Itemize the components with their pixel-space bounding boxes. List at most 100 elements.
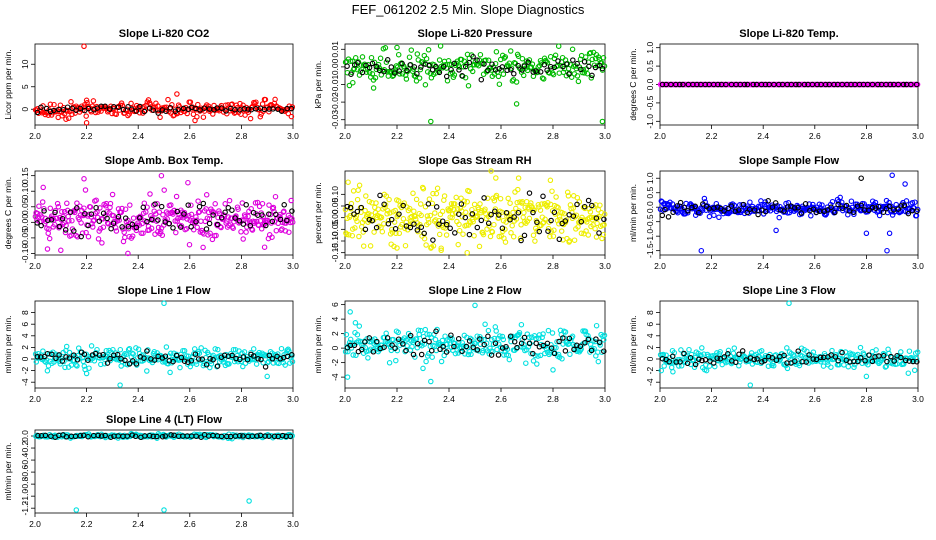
data-point bbox=[751, 207, 758, 213]
data-point bbox=[187, 99, 194, 105]
data-point bbox=[116, 107, 123, 113]
data-point bbox=[108, 225, 114, 232]
data-point bbox=[492, 60, 499, 67]
data-point bbox=[436, 231, 443, 238]
data-point bbox=[347, 309, 353, 315]
x-tick-label: 2.0 bbox=[29, 261, 41, 271]
data-point bbox=[837, 194, 843, 201]
data-point bbox=[528, 350, 534, 357]
data-point bbox=[477, 51, 484, 58]
data-point bbox=[585, 232, 592, 238]
data-point bbox=[240, 354, 247, 360]
data-point bbox=[499, 333, 506, 340]
data-point bbox=[560, 341, 566, 347]
data-point bbox=[362, 339, 368, 345]
data-point bbox=[288, 113, 295, 120]
data-point bbox=[423, 55, 430, 62]
data-point bbox=[863, 373, 870, 380]
data-point bbox=[452, 230, 458, 236]
data-point bbox=[521, 63, 528, 69]
data-point bbox=[207, 230, 213, 237]
series-points bbox=[33, 430, 295, 513]
data-point bbox=[59, 358, 66, 364]
chart-panel: Slope Li-820 Pressure 2.0 2.2 2.4 2.6 2.8 3.0 -… bbox=[313, 28, 611, 141]
data-point bbox=[741, 81, 748, 88]
data-point bbox=[160, 212, 166, 218]
data-point bbox=[161, 507, 167, 513]
data-point bbox=[414, 227, 421, 233]
y-tick-label: -1.0 bbox=[20, 489, 30, 504]
data-point bbox=[492, 340, 499, 347]
x-tick-label: 2.4 bbox=[132, 394, 144, 404]
data-point bbox=[502, 54, 509, 60]
y-tick-label: 0.05 bbox=[20, 198, 30, 215]
data-point bbox=[425, 201, 432, 207]
data-point bbox=[521, 209, 527, 216]
data-point bbox=[851, 209, 857, 215]
data-point bbox=[534, 361, 540, 367]
data-point bbox=[817, 354, 824, 361]
y-tick-label: 4 bbox=[330, 316, 340, 321]
data-point bbox=[507, 48, 514, 54]
data-point bbox=[776, 214, 782, 221]
data-point bbox=[530, 69, 536, 75]
data-point bbox=[875, 203, 882, 210]
data-point bbox=[402, 242, 409, 249]
data-point bbox=[154, 200, 160, 207]
data-point bbox=[110, 346, 116, 353]
x-tick-label: 2.0 bbox=[339, 394, 351, 404]
data-point bbox=[839, 349, 845, 356]
data-point bbox=[681, 204, 687, 211]
data-point bbox=[38, 222, 44, 229]
data-point bbox=[414, 340, 421, 347]
data-point bbox=[754, 356, 760, 362]
data-point bbox=[82, 210, 88, 217]
data-point bbox=[551, 209, 558, 216]
data-point bbox=[500, 71, 507, 77]
x-tick-label: 2.2 bbox=[391, 131, 403, 141]
data-point bbox=[232, 109, 239, 115]
data-point bbox=[269, 234, 275, 240]
y-tick-label: 0 bbox=[20, 107, 30, 112]
data-point bbox=[198, 345, 204, 351]
data-point bbox=[566, 238, 573, 244]
data-point bbox=[47, 108, 54, 115]
data-point bbox=[773, 227, 779, 234]
data-point bbox=[126, 361, 133, 367]
data-point bbox=[225, 205, 232, 211]
data-point bbox=[468, 212, 475, 218]
data-point bbox=[518, 340, 525, 347]
data-point bbox=[36, 203, 42, 209]
x-tick-label: 2.0 bbox=[339, 131, 351, 141]
data-point bbox=[465, 83, 472, 89]
data-point bbox=[770, 363, 777, 369]
data-point bbox=[173, 352, 180, 359]
data-point bbox=[89, 352, 96, 358]
data-point bbox=[587, 209, 594, 215]
data-point bbox=[66, 355, 73, 361]
data-point bbox=[83, 113, 89, 119]
data-point bbox=[185, 179, 191, 186]
y-tick-label: 0.10 bbox=[330, 186, 340, 203]
data-point bbox=[519, 55, 526, 62]
data-point bbox=[470, 53, 476, 60]
data-point bbox=[417, 201, 424, 207]
x-tick-label: 2.4 bbox=[132, 131, 144, 141]
x-tick-label: 2.8 bbox=[547, 394, 559, 404]
data-point bbox=[174, 208, 181, 215]
data-point bbox=[289, 358, 296, 365]
data-point bbox=[373, 63, 380, 70]
data-point bbox=[64, 200, 70, 207]
data-point bbox=[535, 64, 542, 70]
data-point bbox=[482, 321, 488, 328]
data-point bbox=[485, 67, 491, 74]
x-tick-label: 2.8 bbox=[235, 261, 247, 271]
y-tick-label: -0.15 bbox=[330, 243, 340, 263]
data-point bbox=[399, 60, 405, 67]
data-point bbox=[503, 219, 509, 225]
data-point bbox=[193, 433, 199, 439]
data-point bbox=[181, 358, 188, 364]
data-point bbox=[866, 207, 872, 214]
data-point bbox=[525, 344, 532, 350]
data-point bbox=[60, 106, 67, 113]
